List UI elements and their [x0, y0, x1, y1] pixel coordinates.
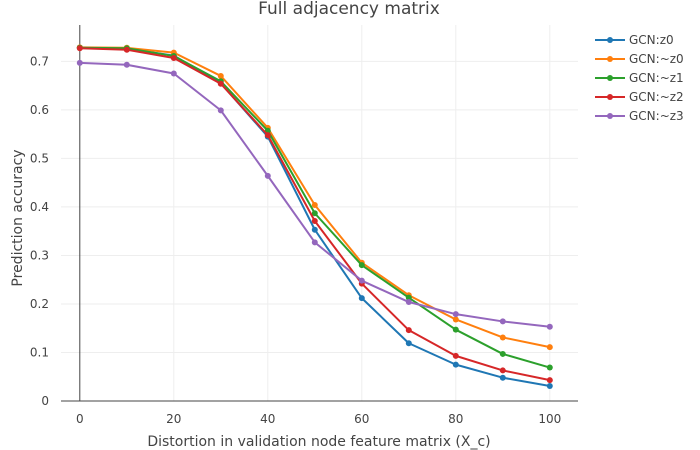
- data-point[interactable]: [311, 218, 318, 225]
- data-point[interactable]: [264, 132, 271, 139]
- x-tick-label: 60: [354, 412, 369, 426]
- data-point[interactable]: [217, 80, 224, 87]
- y-tick-label: 0.2: [30, 297, 49, 311]
- y-tick-label: 0.1: [30, 345, 49, 359]
- data-point[interactable]: [358, 277, 365, 284]
- data-point[interactable]: [452, 361, 459, 368]
- data-point[interactable]: [405, 340, 412, 347]
- legend-item[interactable]: GCN:z0: [595, 33, 674, 47]
- data-point[interactable]: [499, 350, 506, 357]
- y-tick-label: 0.6: [30, 103, 49, 117]
- x-axis-title: Distortion in validation node feature ma…: [147, 434, 490, 450]
- data-point[interactable]: [311, 201, 318, 208]
- data-point[interactable]: [170, 54, 177, 61]
- data-point[interactable]: [452, 311, 459, 318]
- data-point[interactable]: [217, 72, 224, 79]
- data-point[interactable]: [311, 226, 318, 233]
- data-point[interactable]: [499, 318, 506, 325]
- data-point[interactable]: [217, 107, 224, 114]
- legend-label: GCN:~z0: [629, 52, 684, 66]
- data-point[interactable]: [358, 295, 365, 302]
- x-tick-label: 80: [448, 412, 463, 426]
- series-lines: [76, 44, 553, 389]
- legend-item[interactable]: GCN:~z0: [595, 52, 684, 66]
- data-point[interactable]: [499, 374, 506, 381]
- x-tick-label: 40: [260, 412, 275, 426]
- series-line[interactable]: [79, 46, 551, 349]
- y-tick-label: 0.3: [30, 248, 49, 262]
- legend-swatch-marker: [607, 94, 613, 100]
- y-tick-label: 0: [41, 394, 49, 408]
- data-point[interactable]: [546, 364, 553, 371]
- data-point[interactable]: [76, 45, 83, 52]
- y-tick-label: 0.5: [30, 151, 49, 165]
- legend-label: GCN:~z1: [629, 71, 684, 85]
- series-GCN:~z3[interactable]: [76, 59, 553, 330]
- data-point[interactable]: [123, 46, 130, 53]
- x-tick-label: 20: [166, 412, 181, 426]
- data-point[interactable]: [452, 316, 459, 323]
- data-point[interactable]: [405, 299, 412, 306]
- data-point[interactable]: [123, 61, 130, 68]
- data-point[interactable]: [546, 344, 553, 351]
- data-point[interactable]: [546, 323, 553, 330]
- x-tick-label: 100: [538, 412, 561, 426]
- y-axis-title: Prediction accuracy: [10, 149, 26, 286]
- data-point[interactable]: [76, 59, 83, 66]
- data-point[interactable]: [546, 382, 553, 389]
- legend-swatch-marker: [607, 37, 613, 43]
- legend[interactable]: GCN:z0 GCN:~z0 GCN:~z1 GCN:~z2 GCN:~z3: [595, 33, 684, 123]
- legend-swatch-marker: [607, 56, 613, 62]
- data-point[interactable]: [264, 172, 271, 179]
- data-point[interactable]: [311, 239, 318, 246]
- y-tick-label: 0.7: [30, 54, 49, 68]
- legend-item[interactable]: GCN:~z1: [595, 71, 684, 85]
- legend-swatch-marker: [607, 75, 613, 81]
- x-tick-label: 0: [76, 412, 84, 426]
- legend-label: GCN:~z3: [629, 109, 684, 123]
- data-point[interactable]: [546, 377, 553, 384]
- series-line[interactable]: [79, 46, 550, 387]
- data-point[interactable]: [405, 294, 412, 301]
- series-GCN:z0[interactable]: [76, 44, 553, 389]
- tick-labels: 0 0.1 0.2 0.3 0.4 0.5 0.6 0.7 0 20 40 60 80 100: [30, 54, 561, 426]
- y-tick-label: 0.4: [30, 200, 49, 214]
- legend-item[interactable]: GCN:~z2: [595, 90, 684, 104]
- legend-label: GCN:z0: [629, 33, 674, 47]
- legend-label: GCN:~z2: [629, 90, 684, 104]
- series-line[interactable]: [79, 61, 550, 328]
- data-point[interactable]: [311, 210, 318, 217]
- data-point[interactable]: [405, 327, 412, 334]
- chart-title: Full adjacency matrix: [258, 0, 440, 19]
- data-point[interactable]: [170, 70, 177, 77]
- data-point[interactable]: [452, 352, 459, 359]
- data-point[interactable]: [499, 334, 506, 341]
- axes: [61, 25, 578, 402]
- data-point[interactable]: [452, 326, 459, 333]
- data-point[interactable]: [499, 367, 506, 374]
- gridlines: [61, 25, 578, 401]
- legend-item[interactable]: GCN:~z3: [595, 109, 684, 123]
- data-point[interactable]: [358, 262, 365, 269]
- legend-swatch-marker: [607, 113, 613, 119]
